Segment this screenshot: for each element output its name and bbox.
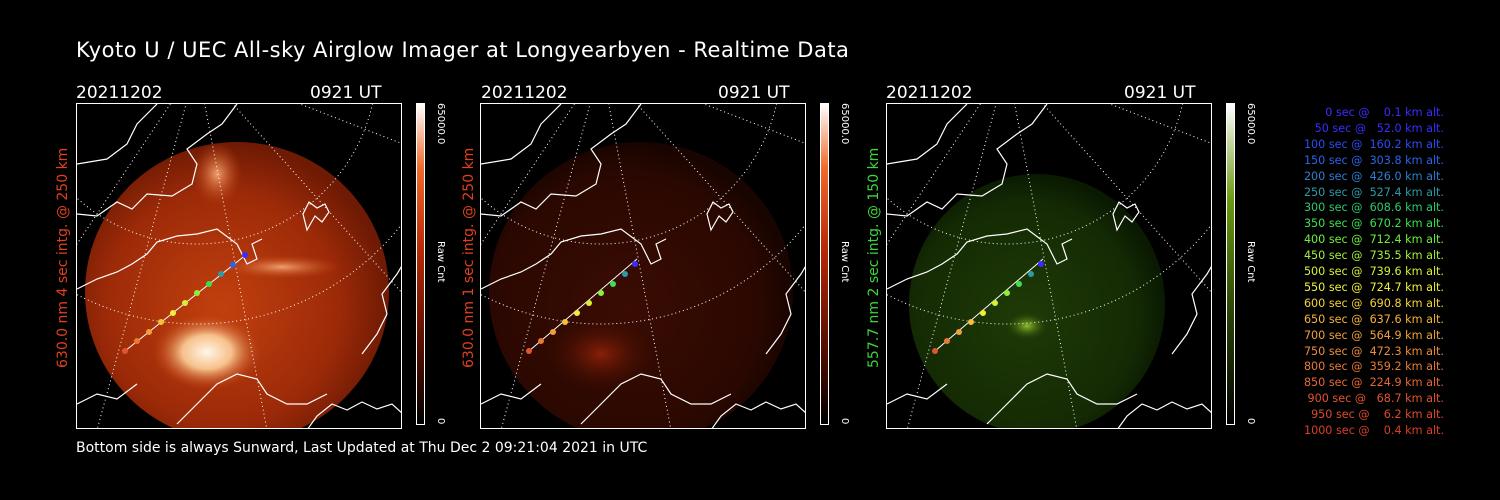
footer-note: Bottom side is always Sunward, Last Upda… bbox=[76, 440, 648, 456]
panel-2-wavelength-label: 630.0 nm 1 sec intg. @ 250 km bbox=[461, 147, 477, 368]
trajectory-legend-row: 250 sec @ 527.4 km alt. bbox=[1303, 185, 1444, 199]
panel-3-time: 0921 UT bbox=[1124, 83, 1196, 103]
panel-1-colorbar-max: 65000.0 bbox=[435, 103, 446, 145]
trajectory-legend-row: 750 sec @ 472.3 km alt. bbox=[1303, 344, 1444, 358]
panel-2-colorbar-unit: Raw Cnt bbox=[839, 241, 850, 283]
trajectory-legend-row: 0 sec @ 0.1 km alt. bbox=[1325, 106, 1444, 119]
panel-1-date: 20211202 bbox=[76, 83, 163, 103]
panel-3-trajectory bbox=[932, 258, 1044, 354]
trajectory-legend-row: 550 sec @ 724.7 km alt. bbox=[1303, 280, 1444, 294]
trajectory-legend-row: 350 sec @ 670.2 km alt. bbox=[1303, 217, 1444, 231]
trajectory-legend-row: 300 sec @ 608.6 km alt. bbox=[1303, 201, 1444, 215]
trajectory-legend-row: 100 sec @ 160.2 km alt. bbox=[1303, 137, 1444, 151]
trajectory-legend-row: 950 sec @ 6.2 km alt. bbox=[1311, 408, 1444, 422]
panel-2-colorbar-max: 65000.0 bbox=[839, 103, 850, 145]
panel-1-colorbar bbox=[416, 103, 425, 425]
trajectory-legend-row: 400 sec @ 712.4 km alt. bbox=[1303, 233, 1444, 247]
trajectory-legend-row: 700 sec @ 564.9 km alt. bbox=[1303, 328, 1444, 342]
panel-1-map-svg bbox=[77, 104, 401, 428]
trajectory-legend-row: 650 sec @ 637.6 km alt. bbox=[1303, 312, 1444, 326]
panel-1-time: 0921 UT bbox=[310, 83, 382, 103]
panel-3-map-svg bbox=[887, 104, 1211, 428]
panel-3-allsky-image bbox=[886, 103, 1212, 429]
panel-1-colorbar-min: 0 bbox=[435, 418, 446, 425]
panel-1-trajectory bbox=[122, 252, 248, 354]
trajectory-legend-row: 600 sec @ 690.8 km alt. bbox=[1303, 296, 1444, 310]
panel-1-wavelength-label: 630.0 nm 4 sec intg. @ 250 km bbox=[55, 147, 71, 368]
trajectory-legend-row: 200 sec @ 426.0 km alt. bbox=[1303, 169, 1444, 183]
panel-3-colorbar-min: 0 bbox=[1245, 418, 1256, 425]
panel-2-time: 0921 UT bbox=[718, 83, 790, 103]
trajectory-legend-row: 50 sec @ 52.0 km alt. bbox=[1314, 121, 1444, 135]
panel-2-colorbar-min: 0 bbox=[839, 418, 850, 425]
panel-2-colorbar bbox=[820, 103, 829, 425]
panel-3-colorbar bbox=[1226, 103, 1235, 425]
trajectory-legend-row: 1000 sec @ 0.4 km alt. bbox=[1303, 424, 1444, 437]
panel-3-colorbar-max: 65000.0 bbox=[1245, 103, 1256, 145]
trajectory-legend-row: 850 sec @ 224.9 km alt. bbox=[1303, 376, 1444, 390]
panel-2-trajectory bbox=[526, 258, 638, 354]
panel-2-allsky-image bbox=[480, 103, 806, 429]
page-title: Kyoto U / UEC All-sky Airglow Imager at … bbox=[76, 38, 850, 62]
panel-2-date: 20211202 bbox=[481, 83, 568, 103]
panel-3-colorbar-unit: Raw Cnt bbox=[1245, 241, 1256, 283]
trajectory-legend-row: 500 sec @ 739.6 km alt. bbox=[1303, 265, 1444, 278]
trajectory-legend-row: 150 sec @ 303.8 km alt. bbox=[1303, 153, 1444, 167]
panel-3-wavelength-label: 557.7 nm 2 sec intg. @ 150 km bbox=[866, 147, 882, 368]
panel-3-date: 20211202 bbox=[886, 83, 973, 103]
trajectory-legend-row: 800 sec @ 359.2 km alt. bbox=[1303, 360, 1444, 374]
panel-2-map-svg bbox=[481, 104, 805, 428]
trajectory-legend-row: 450 sec @ 735.5 km alt. bbox=[1303, 249, 1444, 263]
panel-1-colorbar-unit: Raw Cnt bbox=[435, 241, 446, 283]
trajectory-legend-row: 900 sec @ 68.7 km alt. bbox=[1307, 392, 1445, 406]
panel-1-allsky-image bbox=[76, 103, 402, 429]
